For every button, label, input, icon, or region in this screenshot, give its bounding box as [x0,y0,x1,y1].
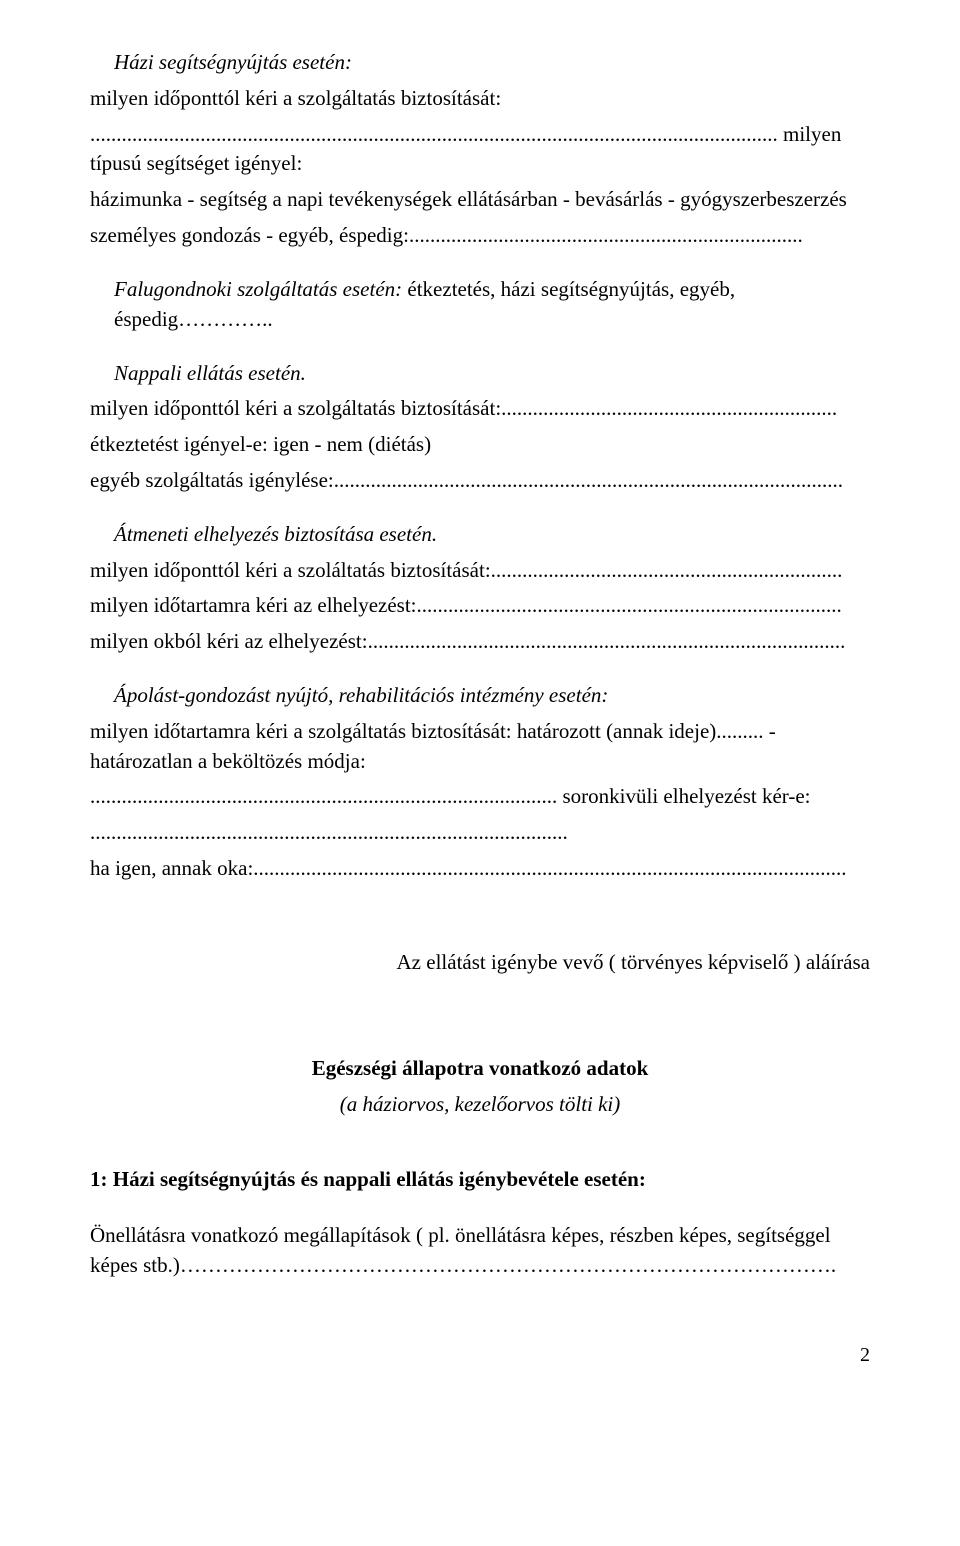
section6-title: 1: Házi segítségnyújtás és nappali ellát… [90,1165,870,1195]
section3-line2: étkeztetést igényel-e: igen - nem (diétá… [90,430,870,460]
section2-line: Falugondnoki szolgáltatás esetén: étkezt… [114,275,870,335]
section-falugondnoki: Falugondnoki szolgáltatás esetén: étkezt… [90,275,870,335]
section4-line2: milyen időtartamra kéri az elhelyezést:.… [90,591,870,621]
section5-line3: ........................................… [90,818,870,848]
section1-line2: ........................................… [90,120,870,180]
section5-line4: ha igen, annak oka:.....................… [90,854,870,884]
section5-line1: milyen időtartamra kéri a szolgáltatás b… [90,717,870,777]
section-nappali: Nappali ellátás esetén. milyen időponttó… [90,359,870,496]
section6: 1: Házi segítségnyújtás és nappali ellát… [90,1165,870,1280]
center-header: Egészségi állapotra vonatkozó adatok (a … [90,1054,870,1120]
center-header-line2: (a háziorvos, kezelőorvos tölti ki) [90,1090,870,1120]
section1-body1: házimunka - segítség a napi tevékenysége… [90,185,870,215]
section3-line1: milyen időponttól kéri a szolgáltatás bi… [90,394,870,424]
section-hazi: Házi segítségnyújtás esetén: milyen időp… [90,48,870,251]
signature-line: Az ellátást igénybe vevő ( törvényes kép… [90,948,870,978]
section-hazi-title: Házi segítségnyújtás esetén: [114,48,870,78]
section3-line3: egyéb szolgáltatás igénylése:...........… [90,466,870,496]
section-apolast: Ápolást-gondozást nyújtó, rehabilitációs… [90,681,870,884]
page-number: 2 [90,1341,870,1369]
section4-line1: milyen időponttól kéri a szoláltatás biz… [90,556,870,586]
section4-title: Átmeneti elhelyezés biztosítása esetén. [114,520,870,550]
section3-title: Nappali ellátás esetén. [114,359,870,389]
section6-line1: Önellátásra vonatkozó megállapítások ( p… [90,1221,870,1281]
section1-line1: milyen időponttól kéri a szolgáltatás bi… [90,84,870,114]
section5-title: Ápolást-gondozást nyújtó, rehabilitációs… [114,681,870,711]
center-header-line1: Egészségi állapotra vonatkozó adatok [90,1054,870,1084]
section5-line2: ........................................… [90,782,870,812]
section-atmeneti: Átmeneti elhelyezés biztosítása esetén. … [90,520,870,657]
section1-body2: személyes gondozás - egyéb, éspedig:....… [90,221,870,251]
section4-line3: milyen okból kéri az elhelyezést:.......… [90,627,870,657]
section2-title: Falugondnoki szolgáltatás esetén: [114,277,402,301]
